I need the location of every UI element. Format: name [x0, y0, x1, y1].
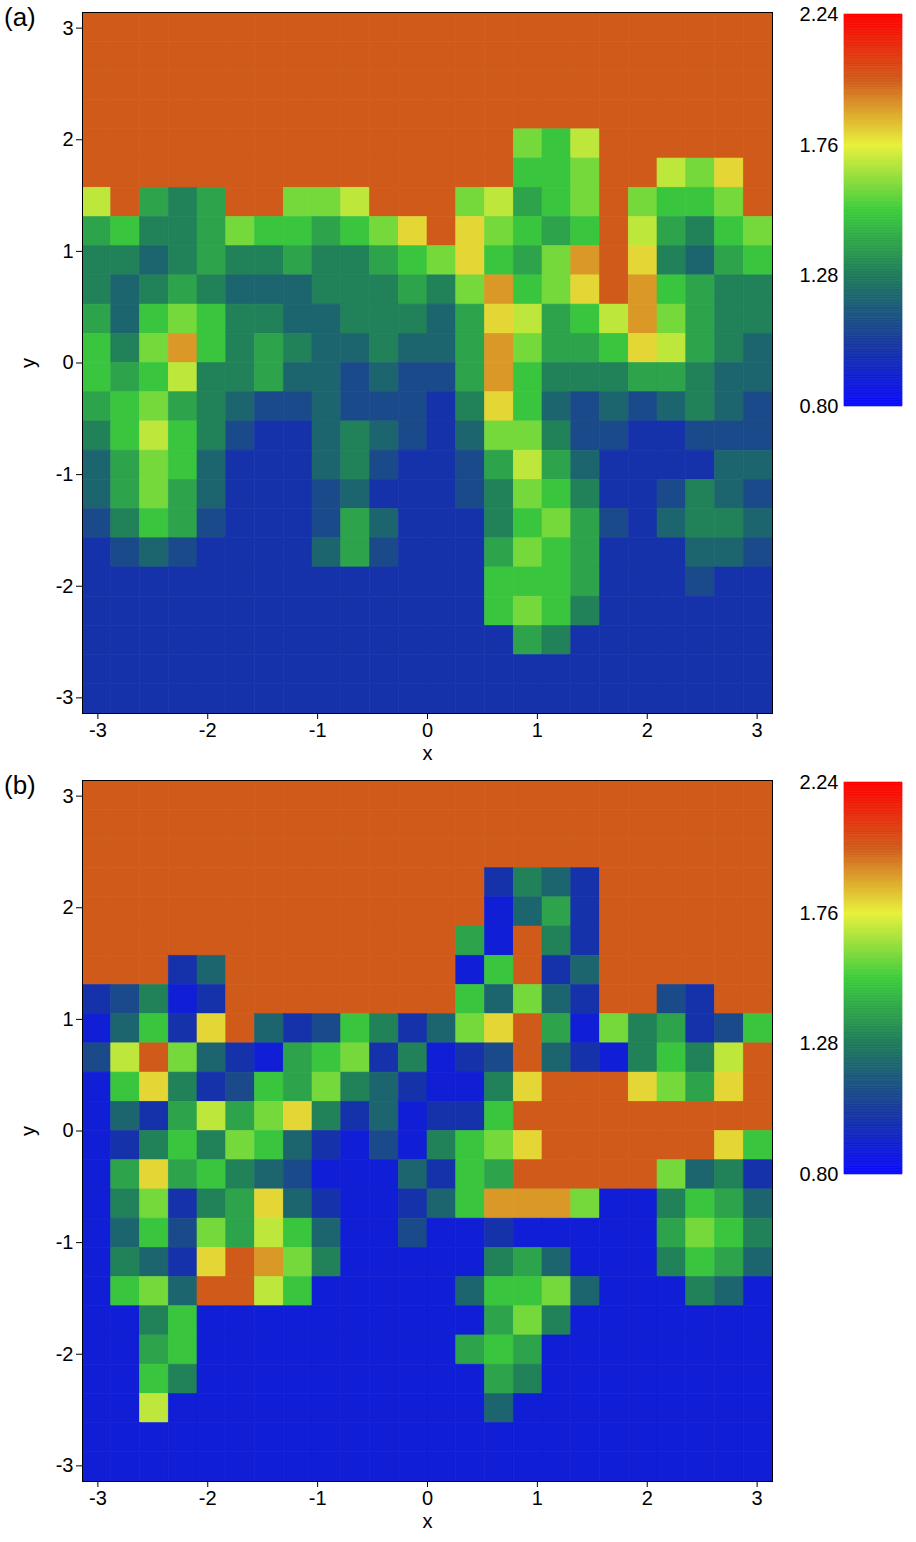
svg-text:-1: -1	[309, 1487, 327, 1509]
svg-text:2.24: 2.24	[800, 771, 839, 793]
svg-text:0: 0	[422, 719, 433, 741]
html-text:(b): (b)	[4, 770, 36, 800]
svg-text:1.76: 1.76	[800, 134, 839, 156]
svg-text:1.76: 1.76	[800, 902, 839, 924]
svg-text:-3: -3	[56, 1454, 74, 1476]
svg-text:1: 1	[62, 240, 73, 262]
svg-text:1: 1	[532, 719, 543, 741]
svg-text:1.28: 1.28	[800, 1032, 839, 1054]
svg-text:0: 0	[422, 1487, 433, 1509]
svg-text:3: 3	[62, 785, 73, 807]
svg-text:y: y	[17, 358, 39, 368]
svg-text:-1: -1	[56, 463, 74, 485]
svg-text:-1: -1	[56, 1231, 74, 1253]
svg-text:0.80: 0.80	[800, 395, 839, 417]
svg-text:0.80: 0.80	[800, 1163, 839, 1185]
svg-text:-2: -2	[56, 575, 74, 597]
svg-text:3: 3	[752, 1487, 763, 1509]
svg-text:0: 0	[62, 1119, 73, 1141]
svg-text:-2: -2	[56, 1343, 74, 1365]
svg-text:2: 2	[62, 896, 73, 918]
svg-text:1: 1	[62, 1008, 73, 1030]
svg-text:-3: -3	[56, 686, 74, 708]
svg-text:-3: -3	[89, 1487, 107, 1509]
svg-text:2.24: 2.24	[800, 3, 839, 25]
svg-text:0: 0	[62, 351, 73, 373]
svg-text:2: 2	[62, 128, 73, 150]
svg-text:y: y	[17, 1126, 39, 1136]
svg-text:3: 3	[62, 17, 73, 39]
html-text:(a): (a)	[4, 2, 36, 32]
svg-text:2: 2	[642, 1487, 653, 1509]
svg-text:-1: -1	[309, 719, 327, 741]
svg-text:-3: -3	[89, 719, 107, 741]
svg-text:1: 1	[532, 1487, 543, 1509]
svg-text:x: x	[423, 1510, 433, 1532]
svg-text:x: x	[423, 742, 433, 764]
svg-text:-2: -2	[199, 719, 217, 741]
svg-text:-2: -2	[199, 1487, 217, 1509]
svg-text:2: 2	[642, 719, 653, 741]
svg-text:1.28: 1.28	[800, 264, 839, 286]
svg-text:3: 3	[752, 719, 763, 741]
